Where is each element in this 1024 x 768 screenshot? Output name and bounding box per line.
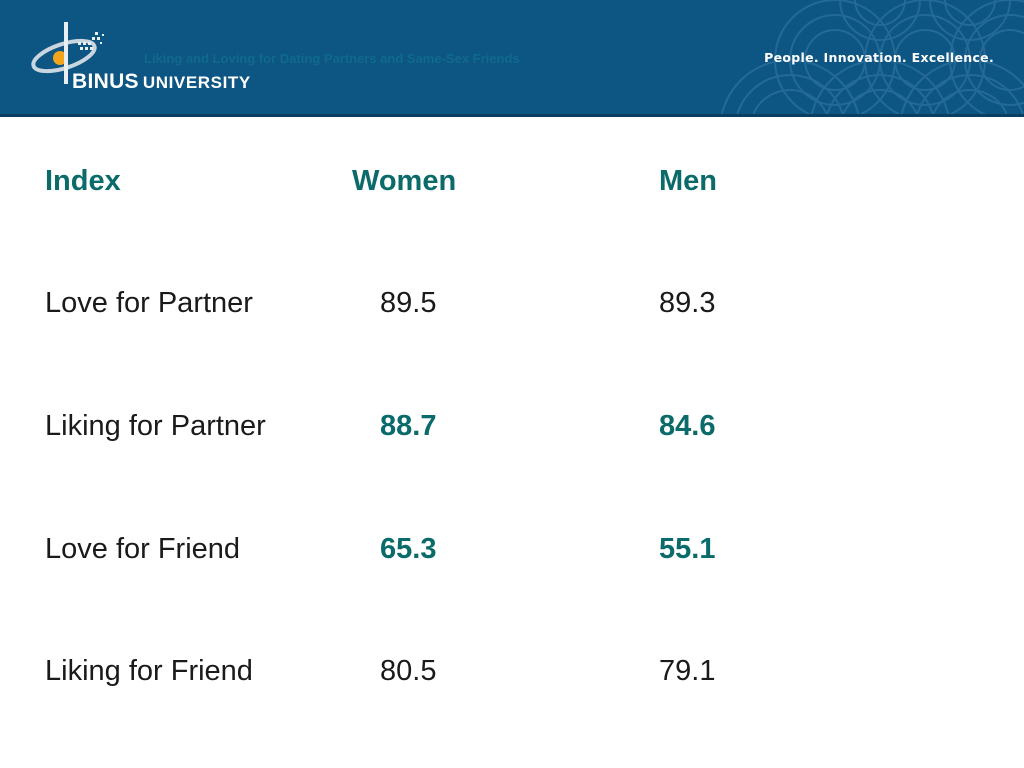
slide-title: Liking and Loving for Dating Partners an… xyxy=(144,51,520,66)
row-women-value: 88.7 xyxy=(380,410,437,442)
logo-swoosh-icon xyxy=(31,22,104,84)
logo-text: BINUS xyxy=(72,70,139,93)
header-banner: BINUS UNIVERSITY Liking and Loving for Da… xyxy=(0,0,1024,116)
row-men-value: 89.3 xyxy=(659,287,716,319)
row-men-value: 84.6 xyxy=(659,410,716,442)
tagline: People. Innovation. Excellence. xyxy=(764,50,994,65)
row-index-label: Liking for Partner xyxy=(45,410,266,442)
row-women-value: 65.3 xyxy=(380,533,437,565)
logo-subtext: UNIVERSITY xyxy=(142,73,251,92)
row-women-value: 80.5 xyxy=(380,655,437,687)
row-men-value: 79.1 xyxy=(659,655,716,687)
header-women: Women xyxy=(352,165,457,197)
banner-divider xyxy=(0,114,1024,117)
row-men-value: 55.1 xyxy=(659,533,716,565)
row-index-label: Love for Partner xyxy=(45,287,253,319)
header-men: Men xyxy=(659,165,717,197)
row-women-value: 89.5 xyxy=(380,287,437,319)
header-index: Index xyxy=(45,165,121,197)
row-index-label: Love for Friend xyxy=(45,533,241,565)
logo-wordmark: BINUS UNIVERSITY xyxy=(72,70,251,94)
row-index-label: Liking for Friend xyxy=(45,655,253,687)
wave-pattern-icon xyxy=(720,0,1024,116)
binus-logo xyxy=(22,18,302,108)
